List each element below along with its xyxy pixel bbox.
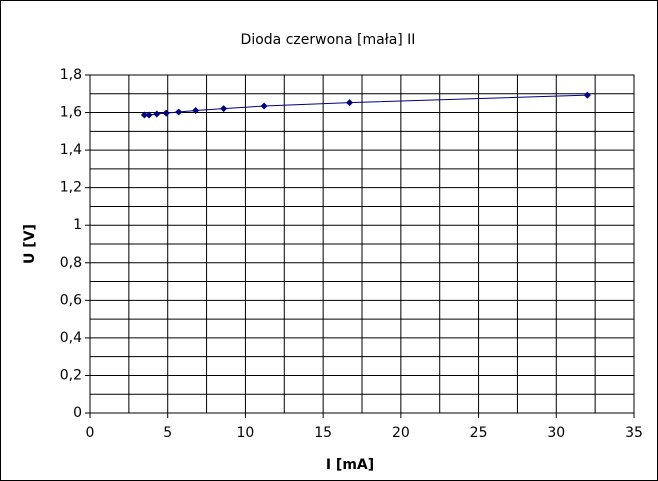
data-point (145, 111, 153, 119)
x-tick-label: 10 (237, 425, 255, 441)
y-tick-label: 0,2 (60, 367, 82, 383)
y-tick-label: 1,6 (60, 105, 82, 121)
y-tick-label: 0,6 (60, 292, 82, 308)
x-tick-label: 20 (392, 425, 410, 441)
data-point (153, 110, 161, 118)
data-point (220, 105, 228, 113)
y-tick-label: 1,8 (60, 67, 82, 83)
y-tick-label: 0,4 (60, 330, 82, 346)
data-point (175, 108, 183, 116)
y-tick-label: 1 (73, 217, 82, 233)
x-tick-label: 0 (86, 425, 95, 441)
x-tick-label: 15 (314, 425, 332, 441)
y-axis-label: U [V] (22, 224, 38, 264)
x-tick-label: 35 (625, 425, 643, 441)
data-point (162, 109, 170, 117)
series-line (144, 94, 588, 116)
x-tick-label: 30 (547, 425, 565, 441)
data-point (346, 99, 354, 107)
data-point (140, 111, 148, 119)
chart-title: Dioda czerwona [mała] II (241, 32, 416, 48)
x-axis-label: I [mA] (326, 457, 374, 473)
data-point (583, 91, 591, 99)
y-tick-label: 0 (73, 405, 82, 421)
y-tick-label: 0,8 (60, 255, 82, 271)
x-tick-label: 5 (163, 425, 172, 441)
data-point (260, 102, 268, 110)
y-tick-label: 1,2 (60, 180, 82, 196)
y-tick-label: 1,4 (60, 142, 82, 158)
data-point (192, 106, 200, 114)
x-tick-label: 25 (470, 425, 488, 441)
